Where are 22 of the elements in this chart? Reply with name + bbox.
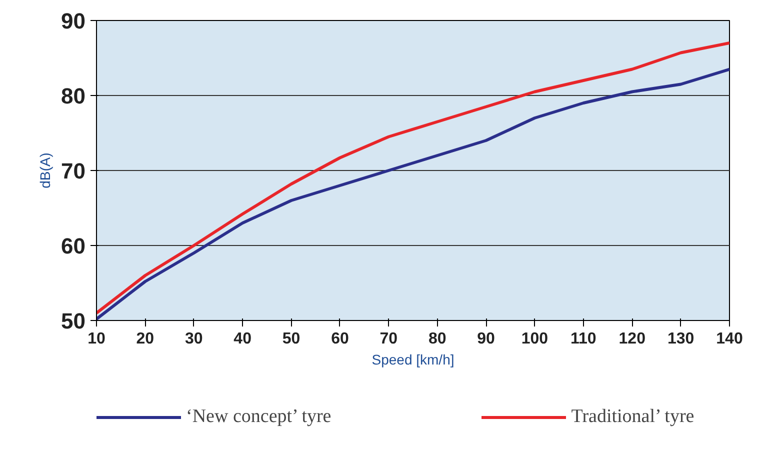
x-tick-label: 50 — [282, 330, 300, 348]
x-tick-label: 30 — [184, 330, 203, 348]
y-tick-label: 90 — [61, 8, 86, 34]
legend-label: ‘New concept’ tyre — [186, 406, 332, 428]
x-tick-label: 60 — [331, 330, 349, 348]
x-axis-title: Speed [km/h] — [372, 352, 454, 368]
x-tick-label: 130 — [667, 330, 694, 348]
x-tick-label: 10 — [88, 330, 106, 348]
y-tick-label: 70 — [61, 158, 86, 184]
x-tick-label: 120 — [618, 330, 646, 348]
x-tick-label: 70 — [380, 330, 398, 348]
x-tick-label: 90 — [477, 330, 496, 348]
y-tick-label: 60 — [61, 234, 86, 258]
x-tick-label: 80 — [428, 330, 446, 348]
x-tick-label: 140 — [716, 330, 743, 348]
x-tick-label: 20 — [136, 330, 154, 348]
x-tick-label: 110 — [570, 330, 596, 348]
legend-label: Traditional’ tyre — [571, 406, 694, 428]
y-tick-label: 80 — [61, 84, 86, 108]
x-tick-label: 40 — [234, 330, 252, 348]
y-axis-title: dB(A) — [37, 152, 54, 188]
x-tick-label: 100 — [521, 330, 548, 348]
